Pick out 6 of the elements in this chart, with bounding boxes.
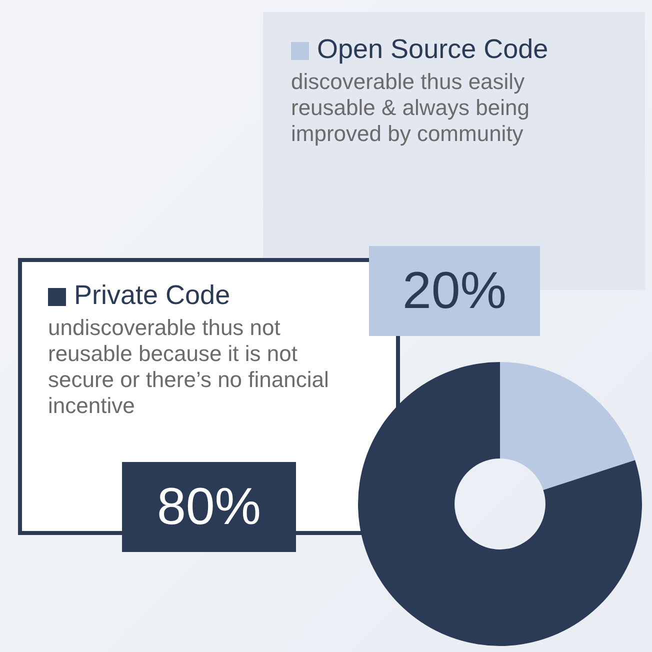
text: discoverable thus easily reusable & always being improved by community xyxy=(291,69,530,147)
data-label: 20% xyxy=(369,246,540,336)
legend-label: Private Code xyxy=(74,280,230,310)
text: undiscoverable thus not reusable because it is not secure or there’s no financial incentive xyxy=(48,315,330,419)
data-label: 80% xyxy=(122,462,296,552)
legend-label: Open Source Code xyxy=(317,34,548,64)
